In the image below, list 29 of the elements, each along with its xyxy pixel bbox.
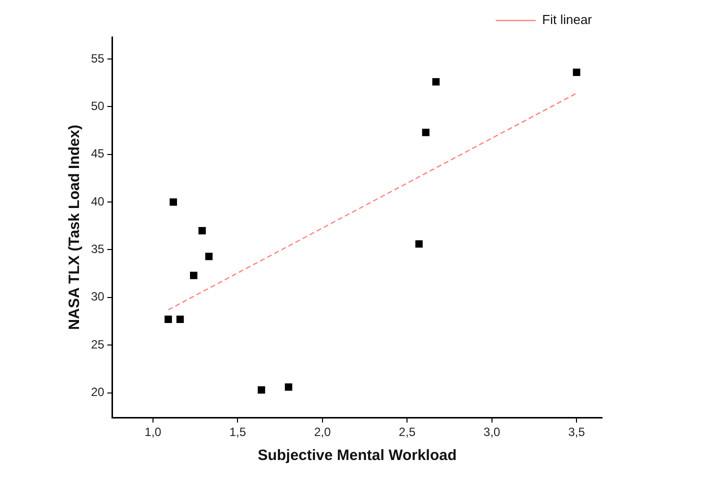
x-tick-label: 2,5	[398, 425, 416, 440]
x-tick-label: 3,5	[568, 425, 586, 440]
x-tick-label: 2,0	[314, 425, 332, 440]
legend-label: Fit linear	[542, 12, 593, 28]
x-tick-label: 1,0	[144, 425, 162, 440]
point	[284, 383, 292, 391]
point	[258, 386, 266, 394]
point	[205, 252, 213, 260]
y-tick-label: 40	[90, 194, 105, 208]
point	[422, 128, 430, 136]
y-tick-label: 25	[90, 337, 105, 352]
y-tick-label: 45	[90, 146, 105, 161]
x-axis-title: Subjective Mental Workload	[258, 447, 457, 464]
y-tick-label: 30	[90, 290, 105, 304]
point	[164, 316, 172, 324]
x-tick-label: 3,0	[484, 425, 501, 440]
point	[190, 272, 198, 280]
point	[415, 240, 423, 248]
point	[176, 316, 184, 324]
y-axis-title: NASA TLX (Task Load Index)	[66, 124, 84, 330]
point	[170, 198, 178, 206]
y-tick-label: 50	[90, 98, 105, 113]
point	[198, 226, 206, 234]
point	[572, 68, 580, 76]
y-tick-label: 55	[90, 51, 105, 66]
y-tick-label: 20	[90, 385, 105, 400]
point	[432, 78, 440, 86]
y-tick-label: 35	[90, 242, 105, 256]
x-tick-label: 1,5	[229, 425, 246, 440]
